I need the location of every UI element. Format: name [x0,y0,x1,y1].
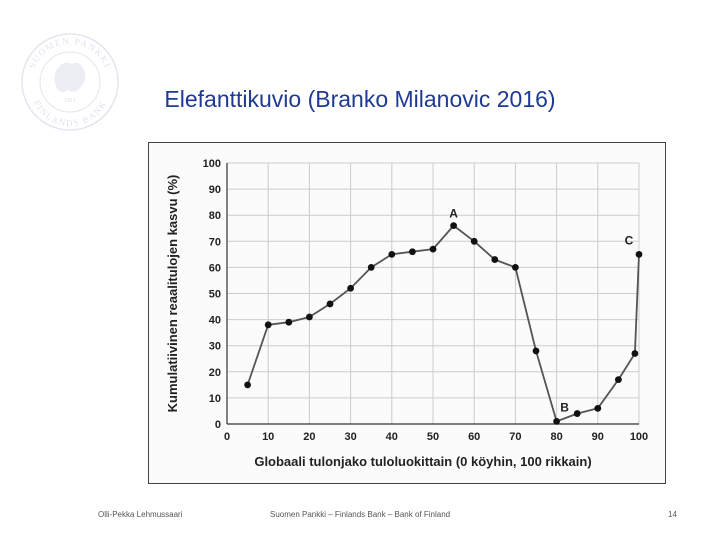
x-tick-label: 30 [344,431,356,443]
y-tick-label: 20 [209,367,221,379]
elephant-curve-chart: 0 10 20 30 40 50 60 70 80 90 100 0 10 20 30 40 50 60 70 80 9… [165,158,649,469]
chart-frame: 0 10 20 30 40 50 60 70 80 90 100 0 10 20 30 40 50 60 70 80 9… [148,142,666,484]
footer-page-number: 14 [668,510,677,519]
x-tick-label: 0 [224,431,230,443]
data-points [244,222,643,425]
data-point [367,264,375,271]
data-point [470,237,478,245]
footer-author: Olli-Pekka Lehmussaari [98,510,183,519]
data-point [285,318,293,326]
x-tick-label: 10 [262,431,274,443]
x-tick-label: 80 [550,431,562,443]
data-point [409,248,416,256]
data-point [512,264,519,271]
y-tick-label: 100 [203,158,221,170]
x-tick-label: 20 [303,431,315,443]
data-point [631,350,639,357]
y-tick-label: 50 [209,289,221,301]
y-tick-label: 60 [209,262,221,274]
x-tick-label: 60 [468,431,480,443]
suomen-pankki-seal-icon: SUOMEN PANKKI FINLANDS BANK 1811 [21,33,119,131]
y-tick-label: 70 [209,236,221,248]
x-tick-label: 100 [630,431,648,443]
x-tick-label: 70 [509,431,521,443]
data-point [615,376,622,384]
data-point [491,256,499,263]
data-point [347,284,354,292]
x-tick-label: 50 [427,431,439,443]
annotation-label: C [625,233,634,247]
grid [226,162,640,425]
y-tick-label: 90 [209,184,221,196]
x-tick-label: 90 [592,431,604,443]
tick-labels: 0 10 20 30 40 50 60 70 80 90 100 0 10 20 30 40 50 60 70 80 9… [203,158,649,443]
data-point [450,222,457,230]
y-tick-label: 80 [209,210,221,222]
logo-center-text: 1811 [64,98,76,104]
data-point [553,417,560,425]
data-point [264,321,272,329]
x-axis-label: Globaali tulonjako tuloluokittain (0 köy… [254,454,591,469]
series-line [246,224,640,423]
slide-title: Elefanttikuvio (Branko Milanovic 2016) [164,86,556,112]
data-point [306,313,313,321]
data-point [532,347,540,355]
annotation-label: B [560,400,569,414]
x-tick-label: 40 [386,431,398,443]
y-tick-label: 40 [209,315,221,327]
data-point [244,381,251,389]
data-point [429,245,437,253]
bank-logo: SUOMEN PANKKI FINLANDS BANK 1811 [18,30,122,134]
axes [226,163,639,425]
y-tick-label: 10 [209,393,221,405]
data-point [635,250,643,258]
annotation-label: A [449,207,458,221]
data-point [388,250,396,258]
y-tick-label: 30 [209,341,221,353]
y-axis-label: Kumulatiivinen reaalitulojen kasvu (%) [165,175,180,413]
data-point [326,300,334,308]
y-tick-label: 0 [215,419,221,431]
footer-organization: Suomen Pankki – Finlands Bank – Bank of … [270,510,451,519]
series-path [246,224,640,423]
data-point [594,404,602,412]
annotations: A B C [449,207,633,415]
data-point [573,410,581,417]
